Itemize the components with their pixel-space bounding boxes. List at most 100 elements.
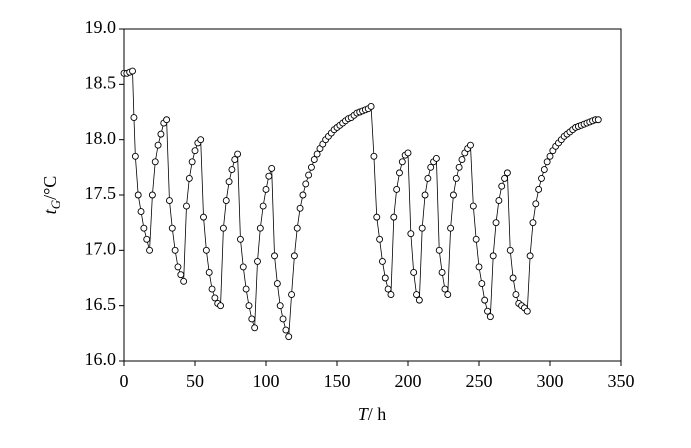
data-point	[211, 294, 219, 302]
data-point	[546, 152, 554, 160]
data-point	[501, 174, 509, 182]
data-point	[376, 235, 384, 243]
data-point	[245, 302, 253, 310]
x-tick-label: 350	[608, 371, 635, 391]
data-point	[157, 130, 165, 138]
data-point	[251, 324, 259, 332]
y-tick-label: 17.5	[85, 183, 117, 203]
data-point	[143, 235, 151, 243]
plot-frame	[123, 28, 622, 362]
data-point	[236, 235, 244, 243]
data-point	[217, 302, 225, 310]
data-point	[381, 274, 389, 282]
data-point	[130, 114, 138, 121]
data-point	[302, 180, 310, 188]
data-point	[469, 202, 477, 210]
data-point	[367, 103, 375, 110]
x-tick-label: 0	[120, 371, 129, 391]
data-point	[390, 213, 398, 221]
y-label-sub: G	[48, 199, 63, 209]
data-point	[475, 263, 483, 271]
x-tick-label: 150	[324, 371, 351, 391]
data-point	[228, 166, 236, 173]
data-point	[535, 186, 543, 193]
data-point	[268, 164, 276, 172]
data-point	[478, 280, 486, 287]
data-point	[543, 158, 551, 166]
data-point	[396, 169, 403, 177]
data-point	[219, 224, 227, 232]
data-point	[438, 269, 446, 276]
data-point	[313, 150, 321, 158]
data-point	[285, 333, 293, 341]
data-point	[512, 291, 520, 299]
data-point	[532, 200, 540, 208]
data-point	[191, 147, 199, 155]
data-point	[455, 163, 463, 171]
data-point	[370, 152, 378, 160]
data-point	[484, 307, 491, 315]
y-tick-label: 18.5	[85, 72, 117, 92]
data-point	[290, 252, 298, 260]
data-point	[407, 230, 415, 238]
x-axis-label: T/ h	[358, 404, 387, 424]
data-point	[231, 156, 239, 164]
data-point	[441, 285, 449, 293]
data-point	[208, 285, 216, 293]
data-point	[529, 219, 537, 227]
data-point	[452, 174, 460, 182]
data-point	[410, 269, 418, 276]
data-point	[594, 116, 602, 124]
data-point	[378, 257, 386, 265]
data-point	[492, 219, 500, 227]
data-point	[404, 149, 412, 157]
data-point	[481, 296, 489, 304]
data-point	[503, 169, 511, 177]
data-point	[188, 158, 196, 166]
data-point	[288, 291, 296, 299]
data-point	[458, 156, 466, 164]
x-tick-label: 250	[466, 371, 493, 391]
data-point	[393, 186, 401, 193]
data-point	[273, 280, 281, 287]
data-point	[540, 166, 548, 173]
data-point	[177, 271, 185, 279]
y-tick-label: 17.0	[85, 238, 117, 258]
y-tick-label: 18.0	[85, 128, 117, 148]
data-point	[254, 257, 261, 265]
data-point	[137, 208, 145, 216]
data-point	[538, 174, 545, 182]
y-label-unit: /°C	[40, 176, 60, 200]
data-point	[262, 186, 270, 193]
data-point	[146, 246, 154, 254]
data-point	[256, 224, 264, 232]
data-point	[200, 213, 207, 221]
data-point	[131, 152, 139, 160]
data-point	[467, 141, 474, 149]
data-point	[242, 285, 250, 293]
y-axis-label: tG/°C	[40, 176, 63, 215]
data-point	[151, 158, 159, 166]
data-point	[279, 315, 287, 323]
data-point	[248, 315, 256, 323]
data-point	[276, 302, 284, 310]
data-point	[271, 252, 278, 260]
data-point	[134, 191, 142, 199]
data-point	[180, 277, 188, 285]
data-point	[387, 291, 395, 299]
x-label-main: T	[358, 404, 370, 424]
data-point	[154, 141, 162, 149]
data-point	[449, 191, 457, 199]
data-point	[486, 313, 494, 321]
data-point	[523, 307, 531, 315]
data-point	[183, 202, 190, 210]
data-point	[398, 158, 406, 166]
data-point	[413, 291, 420, 299]
data-point	[509, 274, 517, 282]
data-point	[444, 291, 452, 299]
x-tick-label: 50	[186, 371, 204, 391]
data-point	[418, 224, 426, 232]
x-tick-label: 200	[395, 371, 422, 391]
